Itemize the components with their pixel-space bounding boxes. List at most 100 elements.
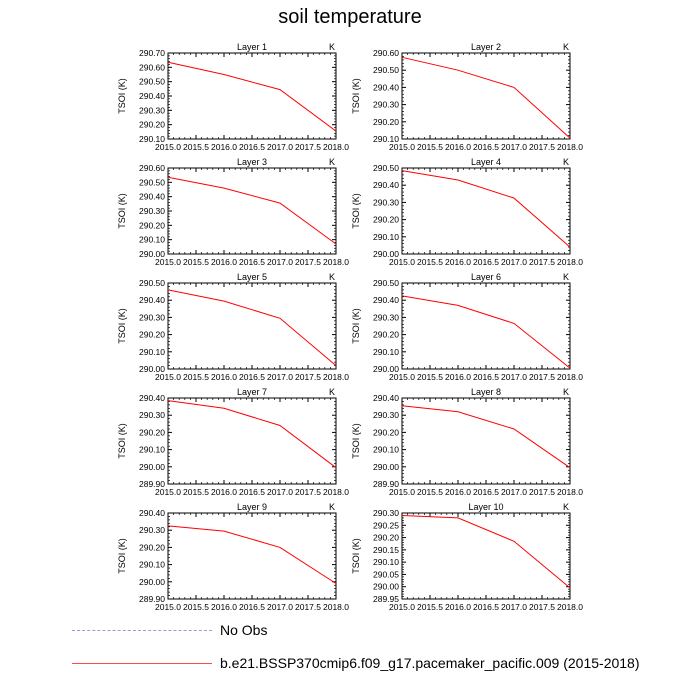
legend-model-line (72, 663, 212, 664)
x-tick-label: 2015.0 (155, 372, 181, 382)
x-tick-label: 2017.5 (295, 372, 321, 382)
y-axis-label: TSOI (K) (117, 78, 127, 114)
x-tick-label: 2017.0 (267, 602, 293, 612)
y-tick-label: 290.40 (139, 508, 165, 518)
y-tick-label: 290.50 (373, 163, 399, 173)
x-tick-label: 2017.5 (529, 372, 555, 382)
panel-title: Layer 7 (237, 387, 267, 397)
y-tick-label: 289.90 (139, 479, 165, 489)
y-tick-label: 290.30 (373, 312, 399, 322)
y-tick-label: 290.40 (139, 91, 165, 101)
plot-frame (167, 512, 337, 600)
plot-frame (401, 397, 571, 485)
y-tick-label: 290.30 (139, 525, 165, 535)
series-line-model (167, 525, 337, 584)
panel-unit: K (329, 387, 335, 397)
y-tick-label: 289.90 (373, 479, 399, 489)
series-line-model (401, 170, 571, 248)
x-tick-label: 2017.5 (529, 142, 555, 152)
y-tick-label: 290.00 (139, 577, 165, 587)
x-tick-label: 2018.0 (557, 142, 583, 152)
x-tick-label: 2017.0 (501, 487, 527, 497)
y-tick-label: 290.00 (139, 364, 165, 374)
x-tick-label: 2017.0 (501, 257, 527, 267)
y-tick-label: 290.50 (373, 65, 399, 75)
x-tick-label: 2017.0 (267, 257, 293, 267)
x-tick-label: 2017.0 (501, 372, 527, 382)
y-tick-label: 290.30 (139, 312, 165, 322)
y-tick-label: 290.20 (373, 330, 399, 340)
series-line-model (401, 295, 571, 369)
y-tick-label: 290.50 (139, 177, 165, 187)
x-tick-label: 2018.0 (557, 487, 583, 497)
x-tick-label: 2017.0 (267, 372, 293, 382)
x-tick-label: 2018.0 (323, 602, 349, 612)
series-line-model (401, 515, 571, 589)
panel-unit: K (563, 387, 569, 397)
plot-frame (167, 282, 337, 370)
legend-obs-line (72, 630, 212, 631)
y-tick-label: 290.40 (373, 393, 399, 403)
series-line-model (167, 289, 337, 366)
x-tick-label: 2016.0 (211, 257, 237, 267)
x-tick-label: 2018.0 (557, 257, 583, 267)
panel-unit: K (329, 272, 335, 282)
panel-title: Layer 5 (237, 272, 267, 282)
plot-frame (167, 167, 337, 255)
y-tick-label: 290.00 (139, 462, 165, 472)
y-axis-label: TSOI (K) (351, 193, 361, 229)
x-tick-label: 2017.5 (295, 142, 321, 152)
x-tick-label: 2016.5 (473, 142, 499, 152)
y-tick-label: 290.70 (139, 48, 165, 58)
panel-layer-8: Layer 8 K TSOI (K) 289.90 290.00 290.10 290.20… (351, 387, 583, 497)
x-tick-label: 2017.5 (529, 602, 555, 612)
y-tick-label: 290.00 (139, 249, 165, 259)
y-tick-label: 290.10 (139, 347, 165, 357)
y-tick-label: 290.30 (373, 100, 399, 110)
x-tick-label: 2015.5 (417, 487, 443, 497)
x-tick-label: 2016.0 (211, 372, 237, 382)
y-tick-label: 290.10 (373, 232, 399, 242)
x-tick-label: 2016.5 (239, 257, 265, 267)
x-tick-label: 2016.5 (239, 372, 265, 382)
x-tick-label: 2016.5 (473, 257, 499, 267)
x-tick-label: 2015.5 (183, 372, 209, 382)
panel-layer-7: Layer 7 K TSOI (K) 289.90 290.00 290.10 290.20… (117, 387, 349, 497)
x-tick-label: 2017.0 (267, 487, 293, 497)
x-tick-label: 2016.0 (445, 257, 471, 267)
series-line-model (167, 61, 337, 132)
y-axis-label: TSOI (K) (351, 78, 361, 114)
x-tick-label: 2018.0 (557, 602, 583, 612)
y-tick-label: 290.30 (373, 197, 399, 207)
y-axis-label: TSOI (K) (117, 308, 127, 344)
x-tick-label: 2015.0 (389, 257, 415, 267)
x-tick-label: 2017.5 (529, 257, 555, 267)
x-tick-label: 2016.0 (445, 142, 471, 152)
panel-layer-1: Layer 1 K TSOI (K) 290.10 290.20 290.30 290.40… (117, 42, 349, 152)
y-tick-label: 290.30 (139, 206, 165, 216)
y-axis-label: TSOI (K) (117, 193, 127, 229)
series-line-model (401, 56, 571, 139)
x-tick-label: 2018.0 (323, 487, 349, 497)
panel-layer-9: Layer 9 K TSOI (K) 289.90 290.00 290.10 290.20… (117, 502, 349, 612)
x-tick-label: 2018.0 (557, 372, 583, 382)
x-tick-label: 2015.5 (183, 487, 209, 497)
panel-unit: K (563, 157, 569, 167)
x-tick-label: 2017.5 (529, 487, 555, 497)
y-tick-label: 290.50 (139, 278, 165, 288)
y-axis-label: TSOI (K) (351, 308, 361, 344)
panel-title: Layer 8 (471, 387, 501, 397)
y-tick-label: 290.20 (139, 220, 165, 230)
y-tick-label: 290.60 (139, 163, 165, 173)
series-line-model (401, 405, 571, 469)
panel-title: Layer 6 (471, 272, 501, 282)
panel-unit: K (563, 272, 569, 282)
x-tick-label: 2017.5 (295, 602, 321, 612)
series-line-model (167, 176, 337, 245)
x-tick-label: 2015.0 (155, 257, 181, 267)
x-tick-label: 2016.5 (473, 602, 499, 612)
panel-title: Layer 4 (471, 157, 501, 167)
x-tick-label: 2015.5 (183, 602, 209, 612)
y-tick-label: 290.40 (139, 192, 165, 202)
